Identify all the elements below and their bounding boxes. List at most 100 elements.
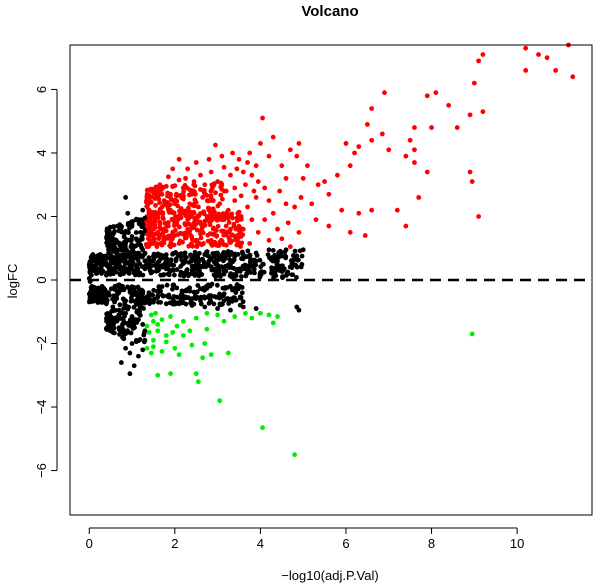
data-point-not-significant bbox=[126, 323, 132, 328]
data-point-not-significant bbox=[112, 287, 118, 292]
data-point-not-significant bbox=[186, 260, 192, 265]
data-point-not-significant bbox=[261, 269, 267, 275]
data-point-up bbox=[343, 141, 349, 146]
data-point-up bbox=[270, 210, 276, 216]
data-point-not-significant bbox=[97, 258, 103, 264]
data-point-not-significant bbox=[298, 264, 304, 270]
data-point-up bbox=[153, 202, 158, 208]
data-point-up bbox=[185, 226, 191, 232]
data-point-not-significant bbox=[136, 353, 141, 359]
data-point-up bbox=[183, 175, 188, 181]
data-point-up bbox=[206, 156, 212, 162]
data-point-up bbox=[240, 169, 246, 175]
data-point-not-significant bbox=[104, 263, 110, 268]
data-point-up bbox=[195, 204, 201, 210]
data-point-up bbox=[407, 137, 413, 143]
data-point-down bbox=[275, 314, 280, 319]
data-point-not-significant bbox=[173, 257, 179, 263]
data-point-up bbox=[471, 80, 477, 86]
data-point-up bbox=[210, 198, 216, 204]
data-point-not-significant bbox=[91, 288, 97, 294]
data-point-up bbox=[266, 153, 272, 159]
data-point-up bbox=[191, 179, 197, 184]
data-point-not-significant bbox=[112, 315, 118, 321]
y-tick-label: −6 bbox=[34, 463, 49, 478]
data-point-not-significant bbox=[110, 249, 116, 254]
data-point-up bbox=[262, 217, 268, 223]
data-point-not-significant bbox=[144, 296, 150, 302]
data-point-up bbox=[206, 207, 212, 213]
data-point-not-significant bbox=[248, 270, 253, 275]
data-point-up bbox=[150, 233, 155, 238]
data-point-not-significant bbox=[257, 257, 263, 263]
data-point-up bbox=[233, 237, 239, 243]
data-point-up bbox=[285, 220, 291, 226]
data-point-not-significant bbox=[114, 223, 120, 229]
data-point-not-significant bbox=[89, 255, 94, 260]
data-point-not-significant bbox=[232, 254, 237, 260]
data-point-not-significant bbox=[92, 258, 98, 264]
data-point-up bbox=[356, 210, 362, 216]
data-point-not-significant bbox=[252, 270, 257, 276]
data-point-not-significant bbox=[139, 236, 145, 242]
data-point-up bbox=[156, 236, 161, 242]
data-point-not-significant bbox=[212, 273, 218, 278]
data-point-not-significant bbox=[127, 371, 133, 377]
data-point-not-significant bbox=[160, 293, 166, 299]
x-tick-label: 10 bbox=[510, 536, 524, 551]
data-point-up bbox=[356, 144, 362, 150]
data-point-up bbox=[234, 242, 240, 248]
data-point-up bbox=[166, 223, 171, 229]
data-point-up bbox=[146, 241, 152, 246]
data-point-not-significant bbox=[121, 287, 127, 293]
data-point-not-significant bbox=[289, 272, 295, 278]
data-point-not-significant bbox=[239, 290, 245, 296]
data-point-not-significant bbox=[138, 294, 144, 300]
data-point-not-significant bbox=[117, 331, 122, 337]
data-point-not-significant bbox=[243, 273, 249, 279]
data-point-up bbox=[192, 197, 198, 203]
data-point-not-significant bbox=[226, 301, 232, 306]
data-point-up bbox=[219, 212, 225, 218]
data-point-up bbox=[251, 188, 257, 194]
data-point-not-significant bbox=[199, 272, 205, 277]
data-point-up bbox=[159, 210, 165, 216]
data-point-not-significant bbox=[167, 300, 173, 306]
data-point-not-significant bbox=[95, 293, 101, 299]
data-point-not-significant bbox=[215, 306, 221, 311]
data-point-up bbox=[296, 141, 302, 146]
data-point-not-significant bbox=[215, 250, 221, 256]
data-point-not-significant bbox=[112, 255, 118, 261]
data-point-down bbox=[215, 312, 221, 318]
data-point-up bbox=[151, 188, 156, 194]
data-point-up bbox=[296, 229, 302, 235]
data-point-up bbox=[185, 217, 191, 223]
data-point-down bbox=[217, 398, 223, 404]
data-point-not-significant bbox=[91, 268, 96, 273]
data-point-up bbox=[238, 244, 243, 249]
data-point-not-significant bbox=[280, 274, 285, 279]
data-point-up bbox=[207, 222, 213, 228]
data-point-not-significant bbox=[130, 326, 136, 331]
data-point-up bbox=[232, 198, 238, 204]
data-point-up bbox=[172, 233, 178, 238]
data-point-up bbox=[163, 183, 169, 189]
data-point-up bbox=[412, 160, 417, 165]
data-point-down bbox=[155, 328, 161, 334]
data-point-not-significant bbox=[238, 295, 243, 301]
data-point-up bbox=[159, 226, 164, 232]
data-point-up bbox=[228, 226, 233, 232]
data-point-not-significant bbox=[151, 299, 156, 305]
data-point-up bbox=[192, 216, 198, 222]
data-point-not-significant bbox=[218, 294, 224, 300]
data-point-not-significant bbox=[239, 274, 244, 279]
data-point-not-significant bbox=[137, 261, 142, 267]
data-point-not-significant bbox=[229, 274, 235, 280]
data-point-not-significant bbox=[119, 229, 124, 235]
x-tick-label: 2 bbox=[171, 536, 178, 551]
data-point-down bbox=[168, 371, 173, 377]
data-point-up bbox=[209, 186, 215, 192]
data-point-not-significant bbox=[155, 295, 160, 300]
data-point-not-significant bbox=[155, 260, 161, 265]
data-point-not-significant bbox=[95, 285, 101, 291]
